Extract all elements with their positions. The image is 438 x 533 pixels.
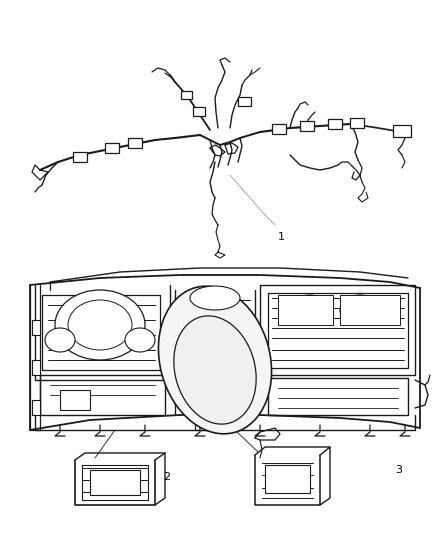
- Ellipse shape: [190, 286, 240, 310]
- Bar: [300, 121, 314, 131]
- Bar: [265, 465, 310, 493]
- Ellipse shape: [68, 300, 132, 350]
- Text: 2: 2: [163, 472, 170, 482]
- Bar: [73, 152, 87, 162]
- Bar: [181, 91, 192, 99]
- Bar: [328, 119, 342, 129]
- Ellipse shape: [174, 316, 256, 424]
- Bar: [32, 320, 40, 335]
- Bar: [193, 107, 205, 116]
- Bar: [32, 400, 40, 415]
- Ellipse shape: [290, 295, 330, 325]
- Bar: [272, 124, 286, 134]
- Bar: [238, 97, 251, 106]
- Bar: [350, 118, 364, 128]
- Bar: [393, 125, 411, 137]
- Bar: [32, 360, 40, 375]
- Bar: [340, 295, 400, 325]
- Text: 3: 3: [395, 465, 402, 475]
- Bar: [60, 390, 90, 410]
- Ellipse shape: [159, 286, 272, 434]
- Ellipse shape: [125, 328, 155, 352]
- Ellipse shape: [45, 328, 75, 352]
- Ellipse shape: [340, 295, 380, 325]
- Bar: [128, 138, 142, 148]
- Bar: [90, 470, 140, 495]
- Bar: [105, 143, 119, 153]
- Bar: [278, 295, 333, 325]
- Ellipse shape: [55, 290, 145, 360]
- Text: 1: 1: [278, 232, 285, 242]
